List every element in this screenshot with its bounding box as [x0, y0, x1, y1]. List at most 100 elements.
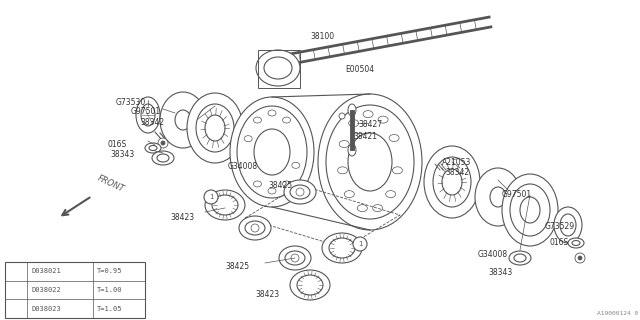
Text: 38421: 38421: [353, 132, 377, 141]
Ellipse shape: [568, 238, 584, 248]
Text: G73530: G73530: [116, 98, 147, 107]
Ellipse shape: [244, 136, 252, 142]
Text: 38342: 38342: [445, 168, 469, 177]
Ellipse shape: [268, 188, 276, 194]
Ellipse shape: [392, 167, 403, 174]
Ellipse shape: [502, 174, 558, 246]
Circle shape: [353, 237, 367, 251]
Ellipse shape: [442, 169, 462, 195]
Text: D038021: D038021: [31, 268, 61, 274]
Ellipse shape: [268, 110, 276, 116]
Text: 016S: 016S: [550, 238, 569, 247]
Ellipse shape: [386, 191, 396, 198]
Text: T=1.05: T=1.05: [97, 306, 122, 312]
Ellipse shape: [572, 241, 580, 245]
Ellipse shape: [212, 195, 238, 215]
Ellipse shape: [290, 270, 330, 300]
Text: A19000124 0: A19000124 0: [596, 311, 638, 316]
Ellipse shape: [290, 185, 310, 199]
Ellipse shape: [284, 180, 316, 204]
Text: G73529: G73529: [545, 222, 575, 231]
Circle shape: [251, 224, 259, 232]
Text: 38423: 38423: [255, 290, 279, 299]
Text: T=1.00: T=1.00: [97, 287, 122, 293]
Circle shape: [204, 190, 218, 204]
Text: 38423: 38423: [170, 213, 194, 222]
Text: 38342: 38342: [140, 118, 164, 127]
Text: 38427: 38427: [358, 120, 382, 129]
Ellipse shape: [282, 117, 291, 123]
Ellipse shape: [329, 238, 355, 258]
Ellipse shape: [279, 246, 311, 270]
Ellipse shape: [175, 110, 191, 130]
Text: G34008: G34008: [228, 162, 258, 171]
Ellipse shape: [348, 144, 356, 156]
Ellipse shape: [357, 205, 367, 212]
Ellipse shape: [510, 184, 550, 236]
Text: 38100: 38100: [310, 32, 334, 41]
Ellipse shape: [349, 120, 358, 127]
Circle shape: [578, 256, 582, 260]
Text: D038022: D038022: [31, 287, 61, 293]
Ellipse shape: [322, 233, 362, 263]
Ellipse shape: [326, 105, 414, 219]
Circle shape: [9, 283, 23, 297]
Text: FRONT: FRONT: [96, 174, 126, 194]
Ellipse shape: [348, 133, 392, 191]
Text: D038023: D038023: [31, 306, 61, 312]
Text: T=0.95: T=0.95: [97, 268, 122, 274]
Bar: [258, 50, 300, 88]
Circle shape: [296, 188, 304, 196]
Text: G97501: G97501: [131, 107, 161, 116]
Text: G34008: G34008: [478, 250, 508, 259]
Text: 38425: 38425: [225, 262, 249, 271]
Ellipse shape: [475, 168, 521, 226]
Ellipse shape: [149, 146, 157, 150]
Text: 38343: 38343: [488, 268, 512, 277]
Ellipse shape: [389, 134, 399, 141]
Ellipse shape: [157, 154, 169, 162]
Ellipse shape: [297, 275, 323, 295]
Ellipse shape: [256, 50, 300, 86]
Ellipse shape: [205, 190, 245, 220]
Ellipse shape: [282, 181, 291, 187]
Text: 016S: 016S: [107, 140, 126, 149]
Circle shape: [158, 138, 168, 148]
Text: 1: 1: [13, 287, 19, 293]
Ellipse shape: [160, 92, 206, 148]
Ellipse shape: [136, 97, 160, 133]
Ellipse shape: [378, 116, 388, 123]
Text: 1: 1: [209, 194, 213, 200]
Ellipse shape: [205, 115, 225, 141]
Ellipse shape: [424, 146, 480, 218]
Ellipse shape: [363, 111, 373, 118]
Ellipse shape: [285, 251, 305, 265]
Ellipse shape: [318, 94, 422, 230]
Ellipse shape: [245, 221, 265, 235]
Ellipse shape: [292, 162, 300, 168]
Text: G97501: G97501: [502, 190, 532, 199]
Ellipse shape: [348, 104, 356, 116]
Ellipse shape: [145, 143, 161, 153]
Ellipse shape: [152, 151, 174, 165]
Ellipse shape: [253, 117, 262, 123]
Ellipse shape: [554, 207, 582, 243]
Ellipse shape: [339, 140, 349, 148]
Ellipse shape: [196, 104, 234, 152]
Ellipse shape: [433, 157, 471, 207]
Ellipse shape: [490, 187, 506, 207]
Circle shape: [161, 141, 165, 145]
Text: 38425: 38425: [268, 181, 292, 190]
Ellipse shape: [253, 181, 262, 187]
Ellipse shape: [520, 197, 540, 223]
Circle shape: [291, 254, 299, 262]
Ellipse shape: [344, 191, 355, 198]
Text: 1: 1: [358, 241, 362, 247]
Ellipse shape: [237, 106, 307, 198]
Ellipse shape: [514, 254, 526, 262]
Text: E00504: E00504: [345, 65, 374, 74]
Ellipse shape: [337, 167, 348, 174]
Ellipse shape: [141, 104, 155, 126]
Ellipse shape: [509, 251, 531, 265]
Ellipse shape: [560, 214, 576, 236]
